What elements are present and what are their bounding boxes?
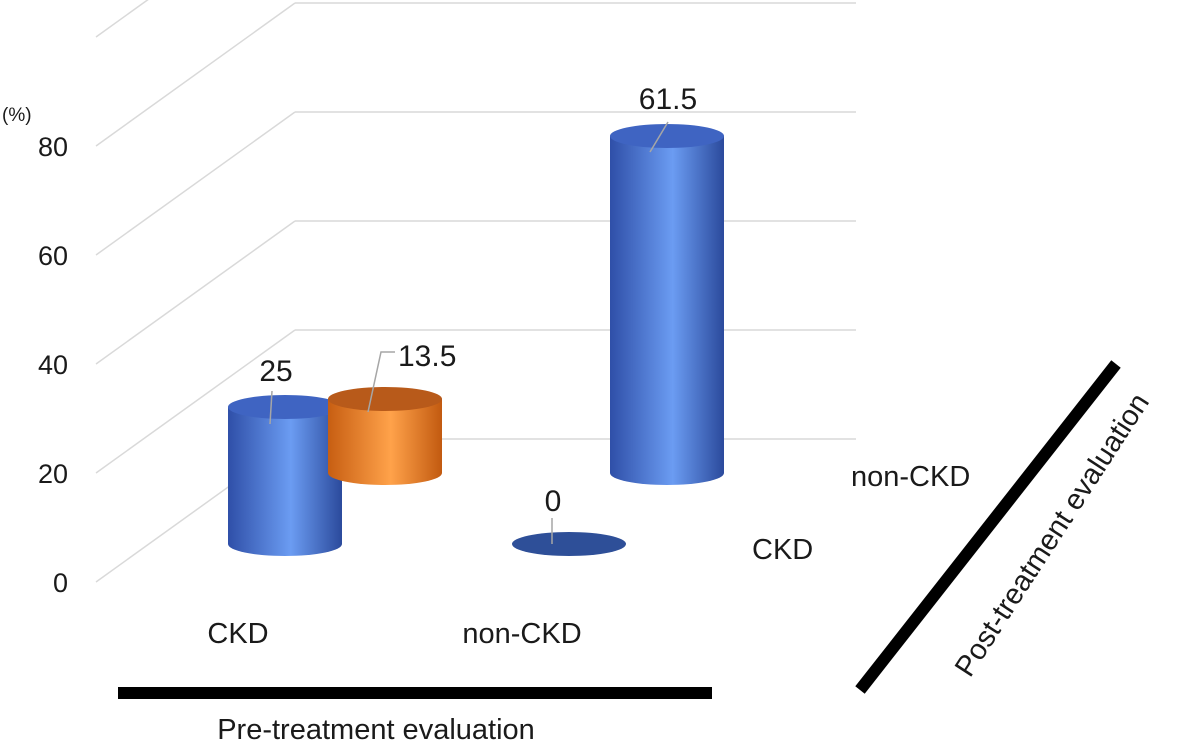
bar-ckd-ckd-body (228, 407, 342, 556)
data-labels-layer: 25 13.5 0 61.5 (259, 83, 697, 544)
bar-nonckd-ckd-top (512, 532, 626, 556)
bar-nonckd-nonckd-top (610, 123, 724, 148)
gridline-diagonal-3 (95, 111, 296, 256)
y-tick-label-0: 0 (53, 568, 68, 598)
gridlines (95, 0, 856, 583)
data-label-61.5: 61.5 (639, 83, 697, 116)
data-label-13.5: 13.5 (398, 340, 456, 373)
bar-ckd-ckd-top (228, 395, 342, 419)
data-label-0: 0 (545, 485, 562, 518)
y-tick-label-40: 40 (38, 350, 68, 380)
bar-nonckd-nonckd-body (610, 135, 724, 486)
y-tick-label-20: 20 (38, 459, 68, 489)
x-category-non-ckd: non-CKD (462, 618, 581, 650)
depth-category-non-ckd: non-CKD (851, 461, 970, 493)
bar-ckd-nonckd-body (328, 399, 442, 485)
gridline-diagonal-4 (95, 2, 296, 147)
bar-nonckd-ckd (512, 532, 626, 556)
gridline-diagonal-5 (95, 0, 149, 38)
post-treatment-bracket (855, 360, 1121, 694)
bar-nonckd-nonckd (610, 123, 724, 486)
x-category-ckd: CKD (207, 618, 268, 650)
leader-line-25 (269, 390, 273, 425)
depth-category-ckd: CKD (752, 534, 813, 566)
bar-ckd-nonckd (328, 387, 442, 485)
pre-treatment-bracket (118, 687, 712, 699)
leader-line-13.5 (367, 351, 395, 413)
x-axis-title: Pre-treatment evaluation (217, 714, 535, 743)
bar-ckd-nonckd-top (328, 387, 442, 412)
bar-ckd-ckd (228, 395, 342, 556)
leader-line-61.5 (649, 121, 669, 153)
gridline-diagonal-2 (95, 220, 296, 365)
y-axis-ticks: 0 20 40 60 80 (38, 132, 68, 598)
y-tick-label-60: 60 (38, 241, 68, 271)
bars-layer (228, 123, 724, 556)
data-label-25: 25 (259, 355, 292, 388)
gridline-diagonal-1 (95, 329, 296, 474)
y-tick-label-80: 80 (38, 132, 68, 162)
y-axis-unit-label: (%) (2, 105, 32, 126)
